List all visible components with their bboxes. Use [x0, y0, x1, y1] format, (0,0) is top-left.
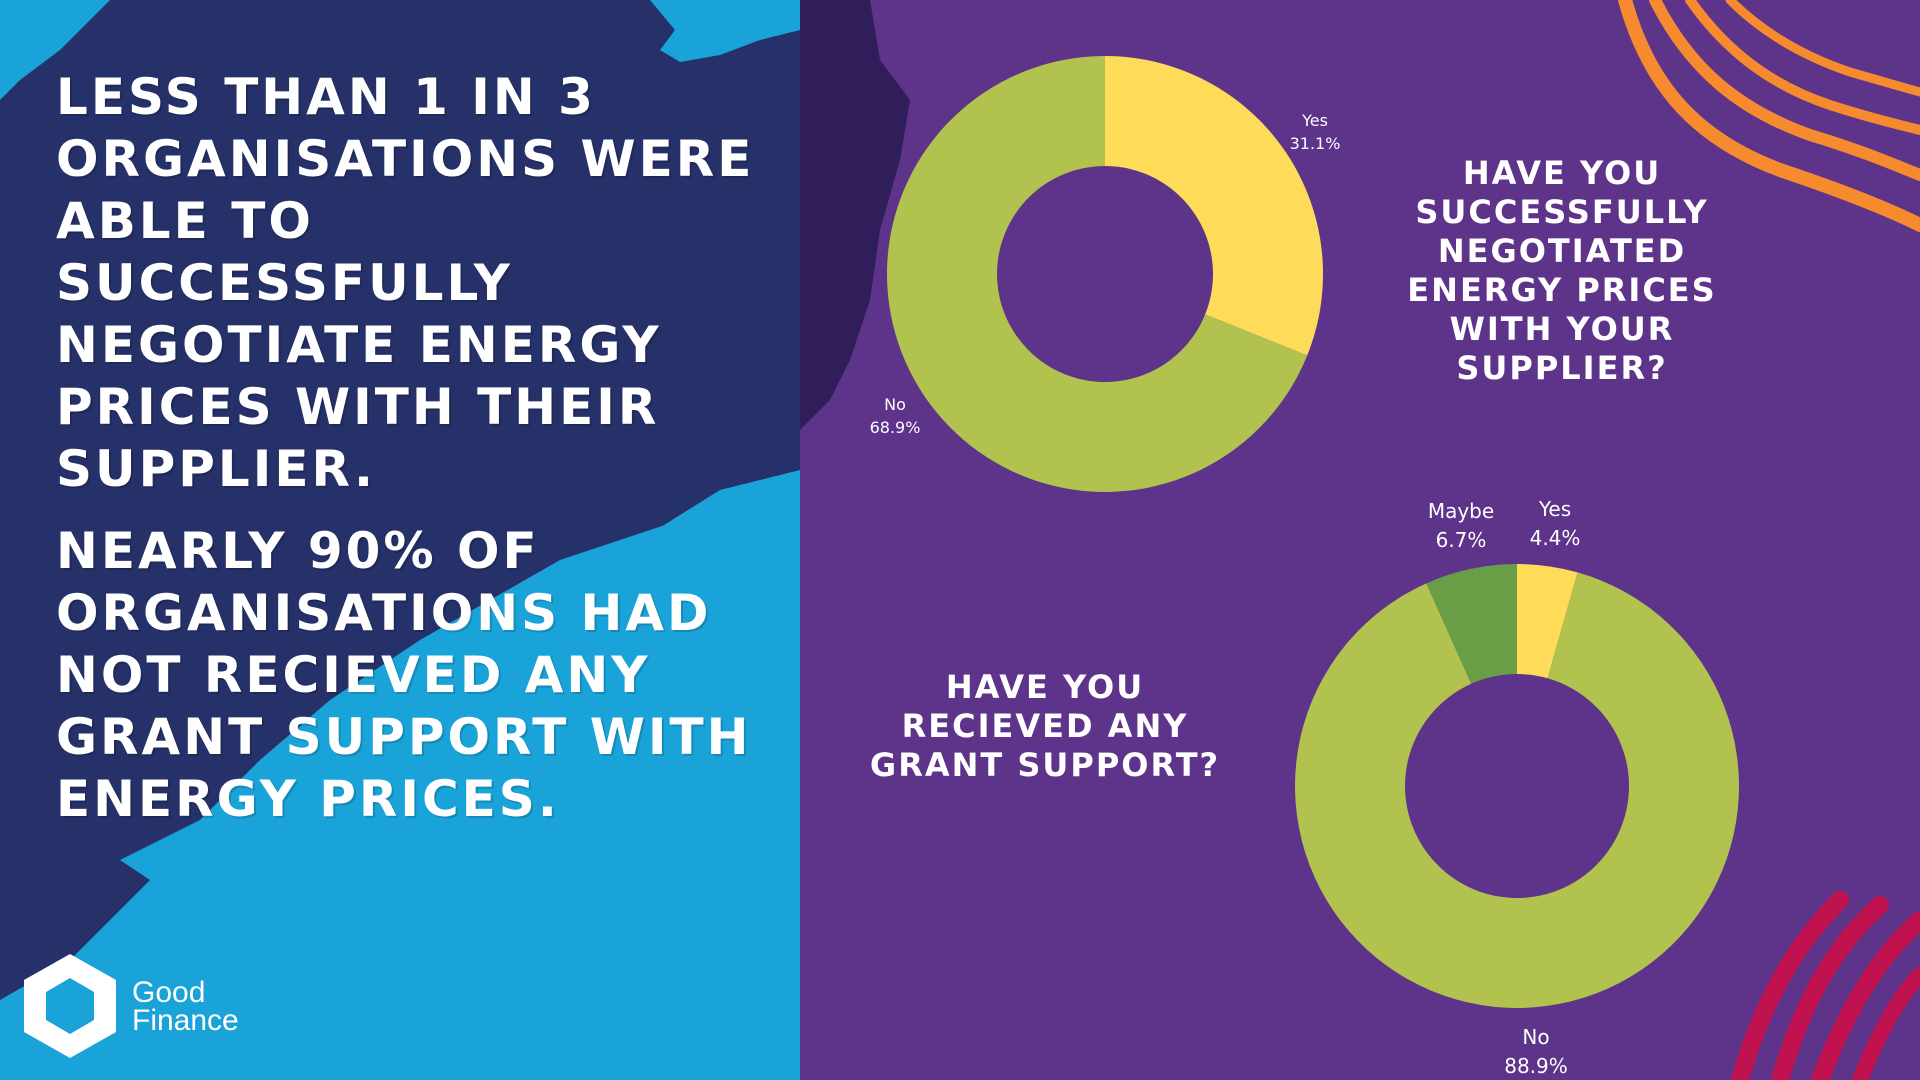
slice-label-no: No	[1522, 1025, 1549, 1049]
donut-slice-yes	[1517, 564, 1578, 679]
slice-label-maybe: Maybe	[1428, 499, 1494, 523]
logo-text-good: Good	[132, 976, 206, 1009]
chart-negotiated-prices: Yes 31.1% No 68.9%	[870, 56, 1341, 492]
slice-value-no: 68.9%	[870, 418, 921, 437]
chart-grant-support: Yes 4.4% No 88.9% Maybe 6.7%	[1294, 497, 1739, 1078]
slice-value-maybe: 6.7%	[1436, 528, 1487, 552]
cyan-brush-stroke	[0, 470, 800, 1080]
good-finance-logo: Good Finance	[20, 950, 260, 1060]
slice-label-no: No	[884, 395, 906, 414]
headline-grant-support: Nearly 90% of organisations had not reci…	[56, 522, 752, 828]
donut-slice-no	[886, 56, 1308, 492]
cyan-top-corner	[0, 0, 110, 100]
chart-title-grant-support: Have you recieved any grant support?	[869, 668, 1221, 784]
orange-stripes	[1618, 0, 1920, 232]
dark-patch	[800, 0, 910, 430]
donut-slice-no	[1294, 572, 1739, 1008]
donut-slice-yes	[1105, 56, 1323, 356]
cyan-top-splash	[650, 0, 800, 62]
chart-title-negotiated-prices: Have you successfully negotiated energy …	[1407, 154, 1717, 387]
crimson-stripes	[1731, 891, 1920, 1080]
slice-value-no: 88.9%	[1504, 1054, 1568, 1078]
slice-label-yes: Yes	[1301, 111, 1328, 130]
slice-value-yes: 4.4%	[1530, 526, 1581, 550]
logo-text-finance: Finance	[132, 1004, 239, 1037]
hexagon-logo-icon	[24, 954, 116, 1058]
donut-slice-maybe	[1426, 564, 1517, 684]
slice-value-yes: 31.1%	[1290, 134, 1341, 153]
headline-negotiation: Less than 1 in 3 organisations were able…	[56, 68, 755, 498]
slice-label-yes: Yes	[1538, 497, 1571, 521]
